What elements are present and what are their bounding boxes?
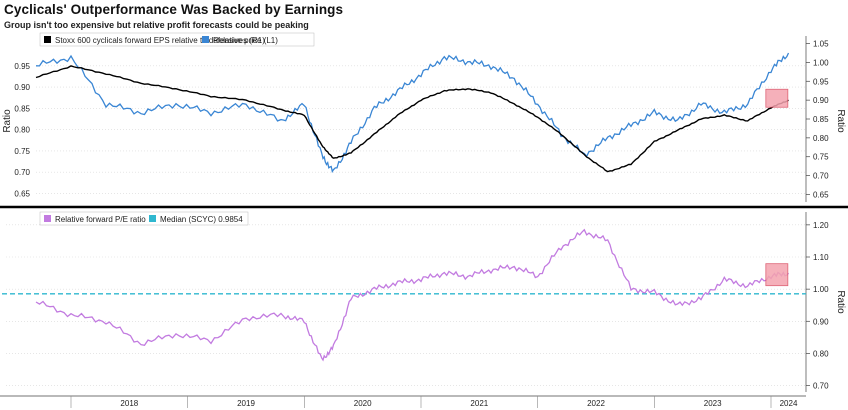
chart-title: Cyclicals' Outperformance Was Backed by … xyxy=(4,2,344,17)
bottom-legend: Relative forward P/E ratio Median (SCYC) … xyxy=(39,211,249,226)
bottom-right-tick-label: 1.20 xyxy=(813,221,829,230)
bottom-right-tick-label: 0.70 xyxy=(813,382,829,391)
legend-label-pe: Relative forward P/E ratio xyxy=(55,215,146,224)
legend-swatch-median xyxy=(149,215,156,222)
bottom-right-tick-label: 0.80 xyxy=(813,349,829,358)
top-left-tick-label: 0.80 xyxy=(14,126,30,135)
bottom-right-tick-label: 0.90 xyxy=(813,317,829,326)
top-left-tick-label: 0.70 xyxy=(14,168,30,177)
x-axis: 2018 2019 2020 2021 2022 2023 2024 xyxy=(0,395,806,408)
top-right-tick-label: 0.80 xyxy=(813,134,829,143)
bottom-right-tick-label: 1.00 xyxy=(813,285,829,294)
bottom-right-axis-title: Ratio xyxy=(835,290,846,314)
x-tick-label: 2020 xyxy=(354,399,372,408)
top-right-tick-label: 0.70 xyxy=(813,172,829,181)
legend-label-median: Median (SCYC) 0.9854 xyxy=(160,215,243,224)
bottom-panel: 1.20 1.10 1.00 0.90 0.80 0.70 Ratio Relative fo… xyxy=(2,211,846,392)
top-legend: Stoxx 600 cyclicals forward EPS relative… xyxy=(39,32,315,47)
top-right-tick-label: 1.00 xyxy=(813,58,829,67)
x-tick-label: 2022 xyxy=(587,399,605,408)
x-tick-label: 2023 xyxy=(704,399,722,408)
bottom-highlight-box xyxy=(765,263,789,287)
top-left-tick-label: 0.85 xyxy=(14,104,30,113)
top-right-axis-title: Ratio xyxy=(835,109,846,133)
top-left-axis-title: Ratio xyxy=(2,109,13,133)
top-right-tick-label: 0.95 xyxy=(813,77,829,86)
relative-pe-line xyxy=(35,228,790,362)
x-tick-label: 2019 xyxy=(237,399,255,408)
legend-label-eps: Stoxx 600 cyclicals forward EPS relative… xyxy=(55,36,265,45)
legend-swatch-price xyxy=(202,36,209,43)
top-left-tick-label: 0.75 xyxy=(14,147,30,156)
top-right-tick-label: 0.75 xyxy=(813,153,829,162)
top-left-tick-label: 0.65 xyxy=(14,189,30,198)
relative-price-line xyxy=(35,52,790,174)
x-tick-label: 2024 xyxy=(780,399,798,408)
top-right-tick-label: 0.85 xyxy=(813,115,829,124)
legend-swatch-eps xyxy=(44,36,51,43)
x-tick-label: 2018 xyxy=(120,399,138,408)
top-right-tick-label: 0.65 xyxy=(813,190,829,199)
top-right-tick-label: 0.90 xyxy=(813,96,829,105)
top-right-tick-label: 1.05 xyxy=(813,40,829,49)
chart-subtitle: Group isn't too expensive but relative p… xyxy=(4,20,309,30)
bottom-right-tick-label: 1.10 xyxy=(813,253,829,262)
top-left-tick-label: 0.90 xyxy=(14,83,30,92)
eps-relative-line xyxy=(35,65,789,173)
top-left-tick-label: 0.95 xyxy=(14,62,30,71)
bottom-legend-box xyxy=(39,211,249,226)
top-legend-box xyxy=(39,32,315,47)
x-tick-label: 2021 xyxy=(470,399,488,408)
legend-label-price: Relative price (L1) xyxy=(213,36,278,45)
top-highlight-box xyxy=(765,88,789,108)
legend-swatch-pe xyxy=(44,215,51,222)
top-panel: 0.95 0.90 0.85 0.80 0.75 0.70 0.65 1.05 1.00 0.95… xyxy=(2,32,846,202)
